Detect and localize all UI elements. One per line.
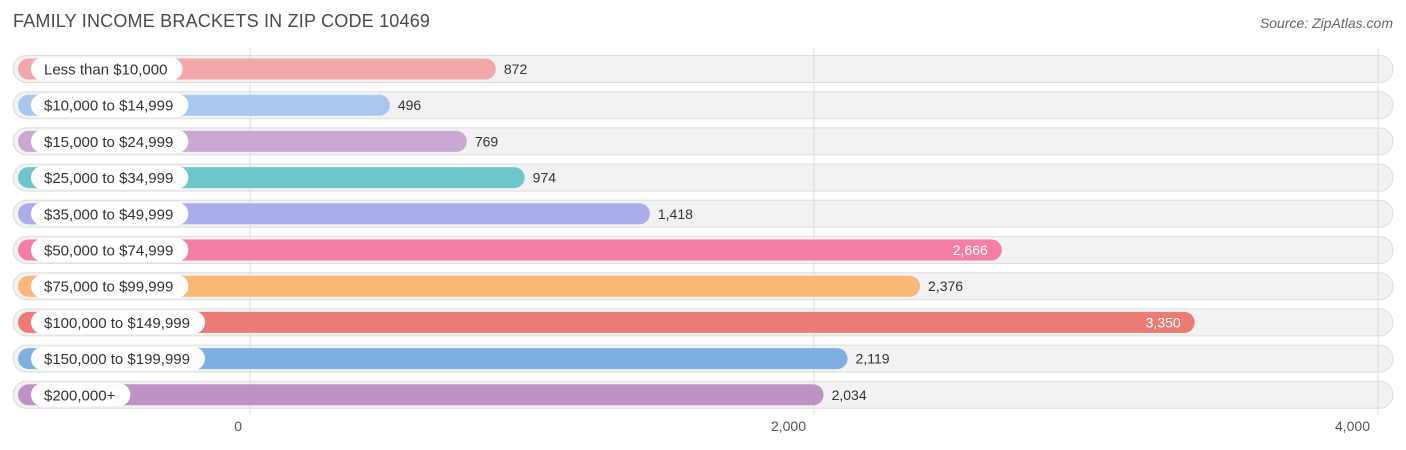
value-label: 2,666: [953, 242, 988, 258]
category-label: $75,000 to $99,999: [44, 279, 173, 296]
value-label: 2,376: [928, 278, 963, 294]
category-label-pill: [31, 383, 131, 407]
bar: [18, 384, 824, 406]
category-label-pill: [31, 202, 189, 226]
category-label: $25,000 to $34,999: [44, 170, 173, 187]
value-label: 2,119: [856, 351, 890, 367]
bar: [18, 275, 921, 297]
category-label: $100,000 to $149,999: [44, 315, 190, 332]
category-label: Less than $10,000: [44, 62, 167, 79]
category-label-pill: [31, 347, 205, 371]
source-note: Source: ZipAtlas.com: [1259, 15, 1393, 31]
category-label: $15,000 to $24,999: [44, 134, 173, 151]
category-label: $50,000 to $74,999: [44, 243, 173, 260]
chart-title: FAMILY INCOME BRACKETS IN ZIP CODE 10469: [13, 11, 431, 31]
category-label-pill: [31, 274, 189, 298]
x-tick-label: 2,000: [771, 418, 806, 434]
category-label-pill: [31, 57, 183, 81]
category-label-pill: [31, 238, 189, 262]
category-label: $35,000 to $49,999: [44, 206, 173, 223]
category-label-pill: [31, 310, 205, 334]
category-label-pill: [31, 129, 189, 153]
value-label: 1,418: [658, 206, 693, 222]
category-label: $200,000+: [44, 387, 116, 404]
value-label: 496: [398, 97, 422, 113]
category-label: $150,000 to $199,999: [44, 351, 190, 368]
bar: [18, 348, 848, 370]
value-label: 2,034: [832, 387, 867, 403]
x-tick-label: 0: [234, 418, 242, 434]
x-tick-label: 4,000: [1335, 418, 1370, 434]
category-label: $10,000 to $14,999: [44, 98, 173, 115]
value-label: 974: [533, 170, 557, 186]
category-label-pill: [31, 166, 189, 190]
value-label: 872: [504, 61, 528, 77]
bar: [18, 311, 1195, 333]
category-label-pill: [31, 93, 189, 117]
bar: [18, 239, 1002, 261]
value-label: 3,350: [1146, 314, 1181, 330]
value-label: 769: [475, 133, 499, 149]
